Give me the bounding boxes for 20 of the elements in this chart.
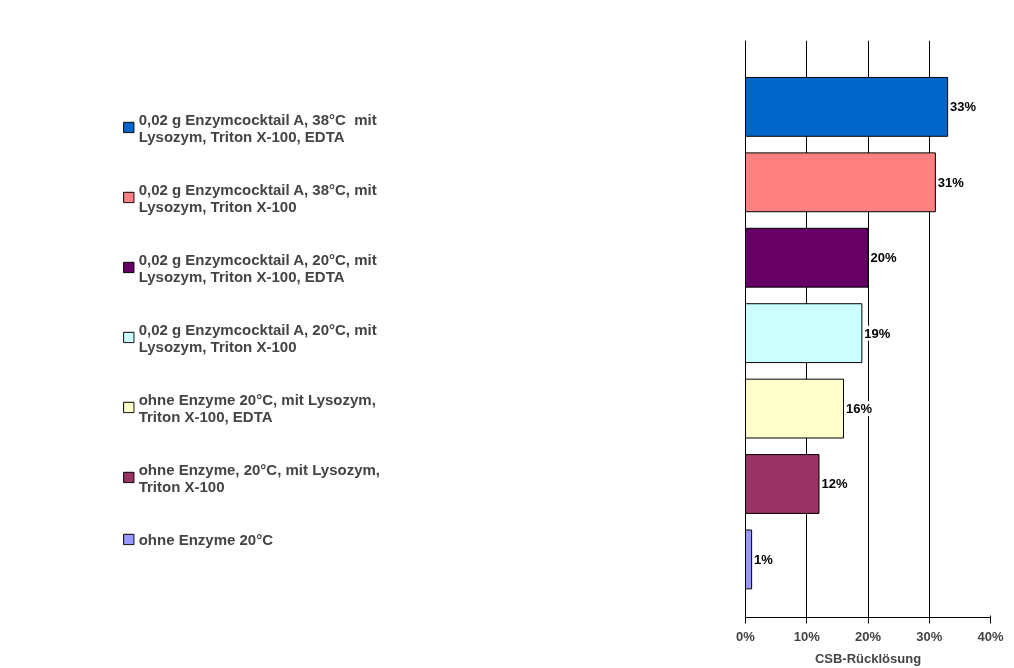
legend-label: 0,02 g Enzymcocktail A, 20°C, mit Lysozym, Triton X-100 [138, 320, 377, 354]
x-tick-label: 20% [854, 628, 882, 644]
data-label: 12% [821, 476, 848, 492]
legend-label: ohne Enzyme 20°C [138, 530, 274, 547]
x-axis-title: CSB-Rücklösung [814, 650, 922, 666]
legend-label: 0,02 g Enzymcocktail A, 20°C, mit Lysozym, Triton X-100, EDTA [138, 250, 377, 284]
x-tick-label: 10% [793, 628, 821, 644]
legend-label: ohne Enzyme 20°C, mit Lysozym, Triton X-100, EDTA [138, 390, 376, 424]
legend-label: ohne Enzyme, 20°C, mit Lysozym, Triton X-100 [138, 460, 380, 494]
data-label: 16% [845, 401, 873, 417]
legend-label: 0,02 g Enzymcocktail A, 38°C, mit Lysozym, Triton X-100 [138, 180, 377, 214]
data-label: 33% [950, 99, 977, 115]
data-label: 1% [754, 551, 774, 567]
x-tick-label: 0% [736, 628, 756, 644]
x-tick-label: 40% [977, 628, 1004, 644]
data-label: 19% [864, 325, 891, 341]
legend-label: 0,02 g Enzymcocktail A, 38°C mit Lysozym, Triton X-100, EDTA [138, 110, 377, 144]
data-label: 20% [870, 250, 897, 266]
x-tick-label: 30% [916, 628, 943, 644]
data-label: 31% [937, 174, 965, 190]
